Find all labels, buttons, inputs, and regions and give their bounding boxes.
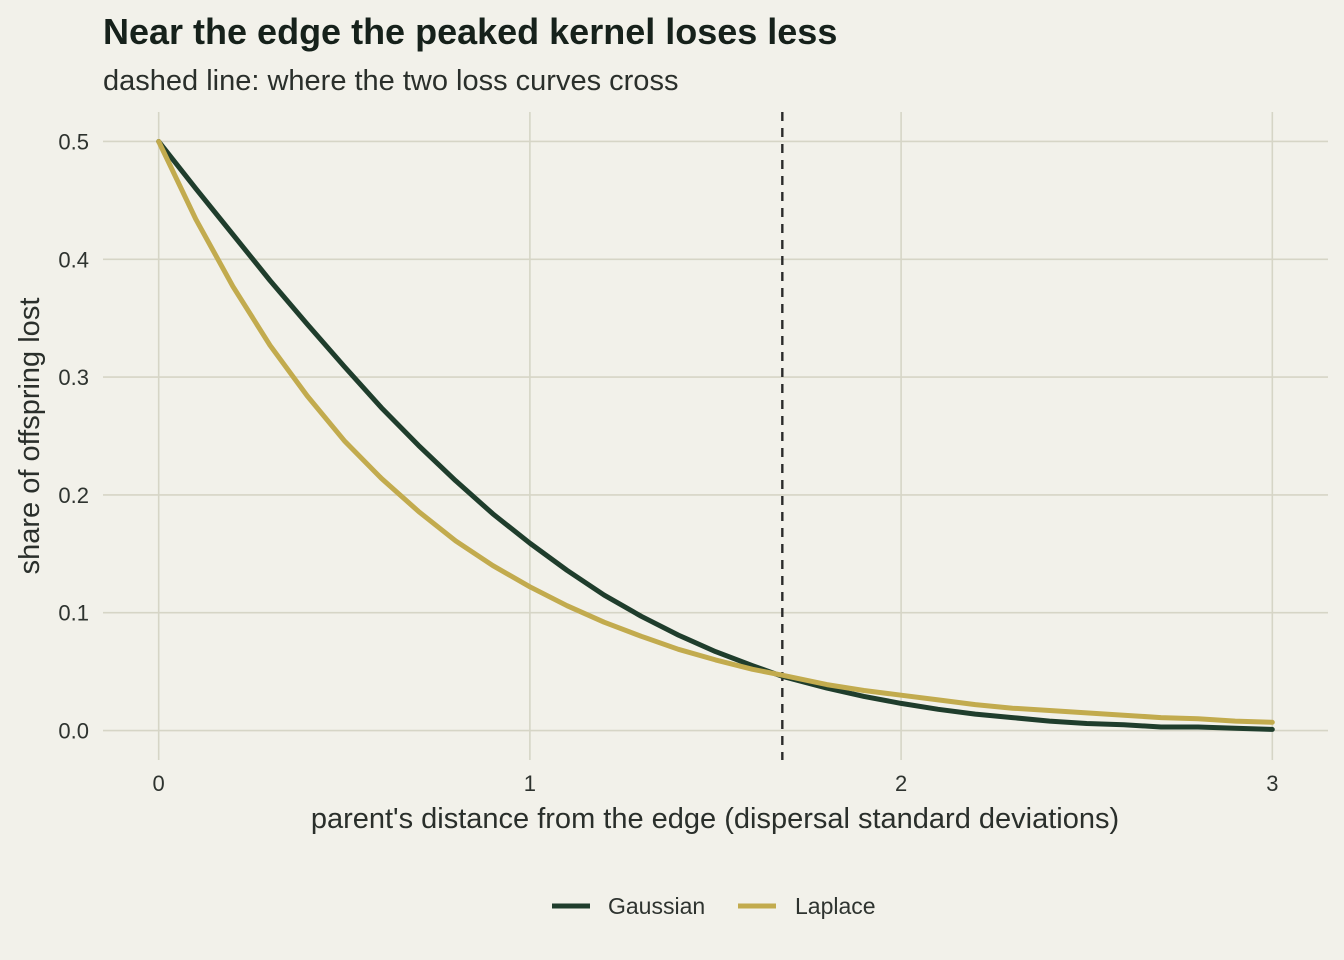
legend-label-laplace: Laplace [795, 893, 876, 919]
x-axis-ticks: 0 1 2 3 [153, 771, 1279, 796]
x-tick-label: 3 [1266, 771, 1278, 796]
y-tick-label: 0.0 [58, 719, 89, 744]
x-tick-label: 1 [524, 771, 536, 796]
y-axis-ticks: 0.0 0.1 0.2 0.3 0.4 0.5 [58, 129, 89, 743]
chart-subtitle: dashed line: where the two loss curves c… [103, 65, 678, 97]
y-tick-label: 0.4 [58, 247, 89, 272]
series-line-gaussian [156, 139, 1275, 732]
legend: Gaussian Laplace [552, 893, 876, 919]
y-tick-label: 0.5 [58, 129, 89, 154]
y-tick-label: 0.1 [58, 601, 89, 626]
x-tick-label: 2 [895, 771, 907, 796]
x-tick-label: 0 [153, 771, 165, 796]
y-tick-label: 0.2 [58, 483, 89, 508]
y-axis-title: share of offspring lost [14, 298, 46, 575]
y-tick-label: 0.3 [58, 365, 89, 390]
series-lines [156, 139, 1275, 732]
x-axis-title: parent's distance from the edge (dispers… [311, 803, 1119, 835]
grid [103, 112, 1328, 760]
chart-title: Near the edge the peaked kernel loses le… [103, 11, 837, 52]
legend-label-gaussian: Gaussian [608, 893, 705, 919]
series-line-laplace [156, 139, 1275, 725]
